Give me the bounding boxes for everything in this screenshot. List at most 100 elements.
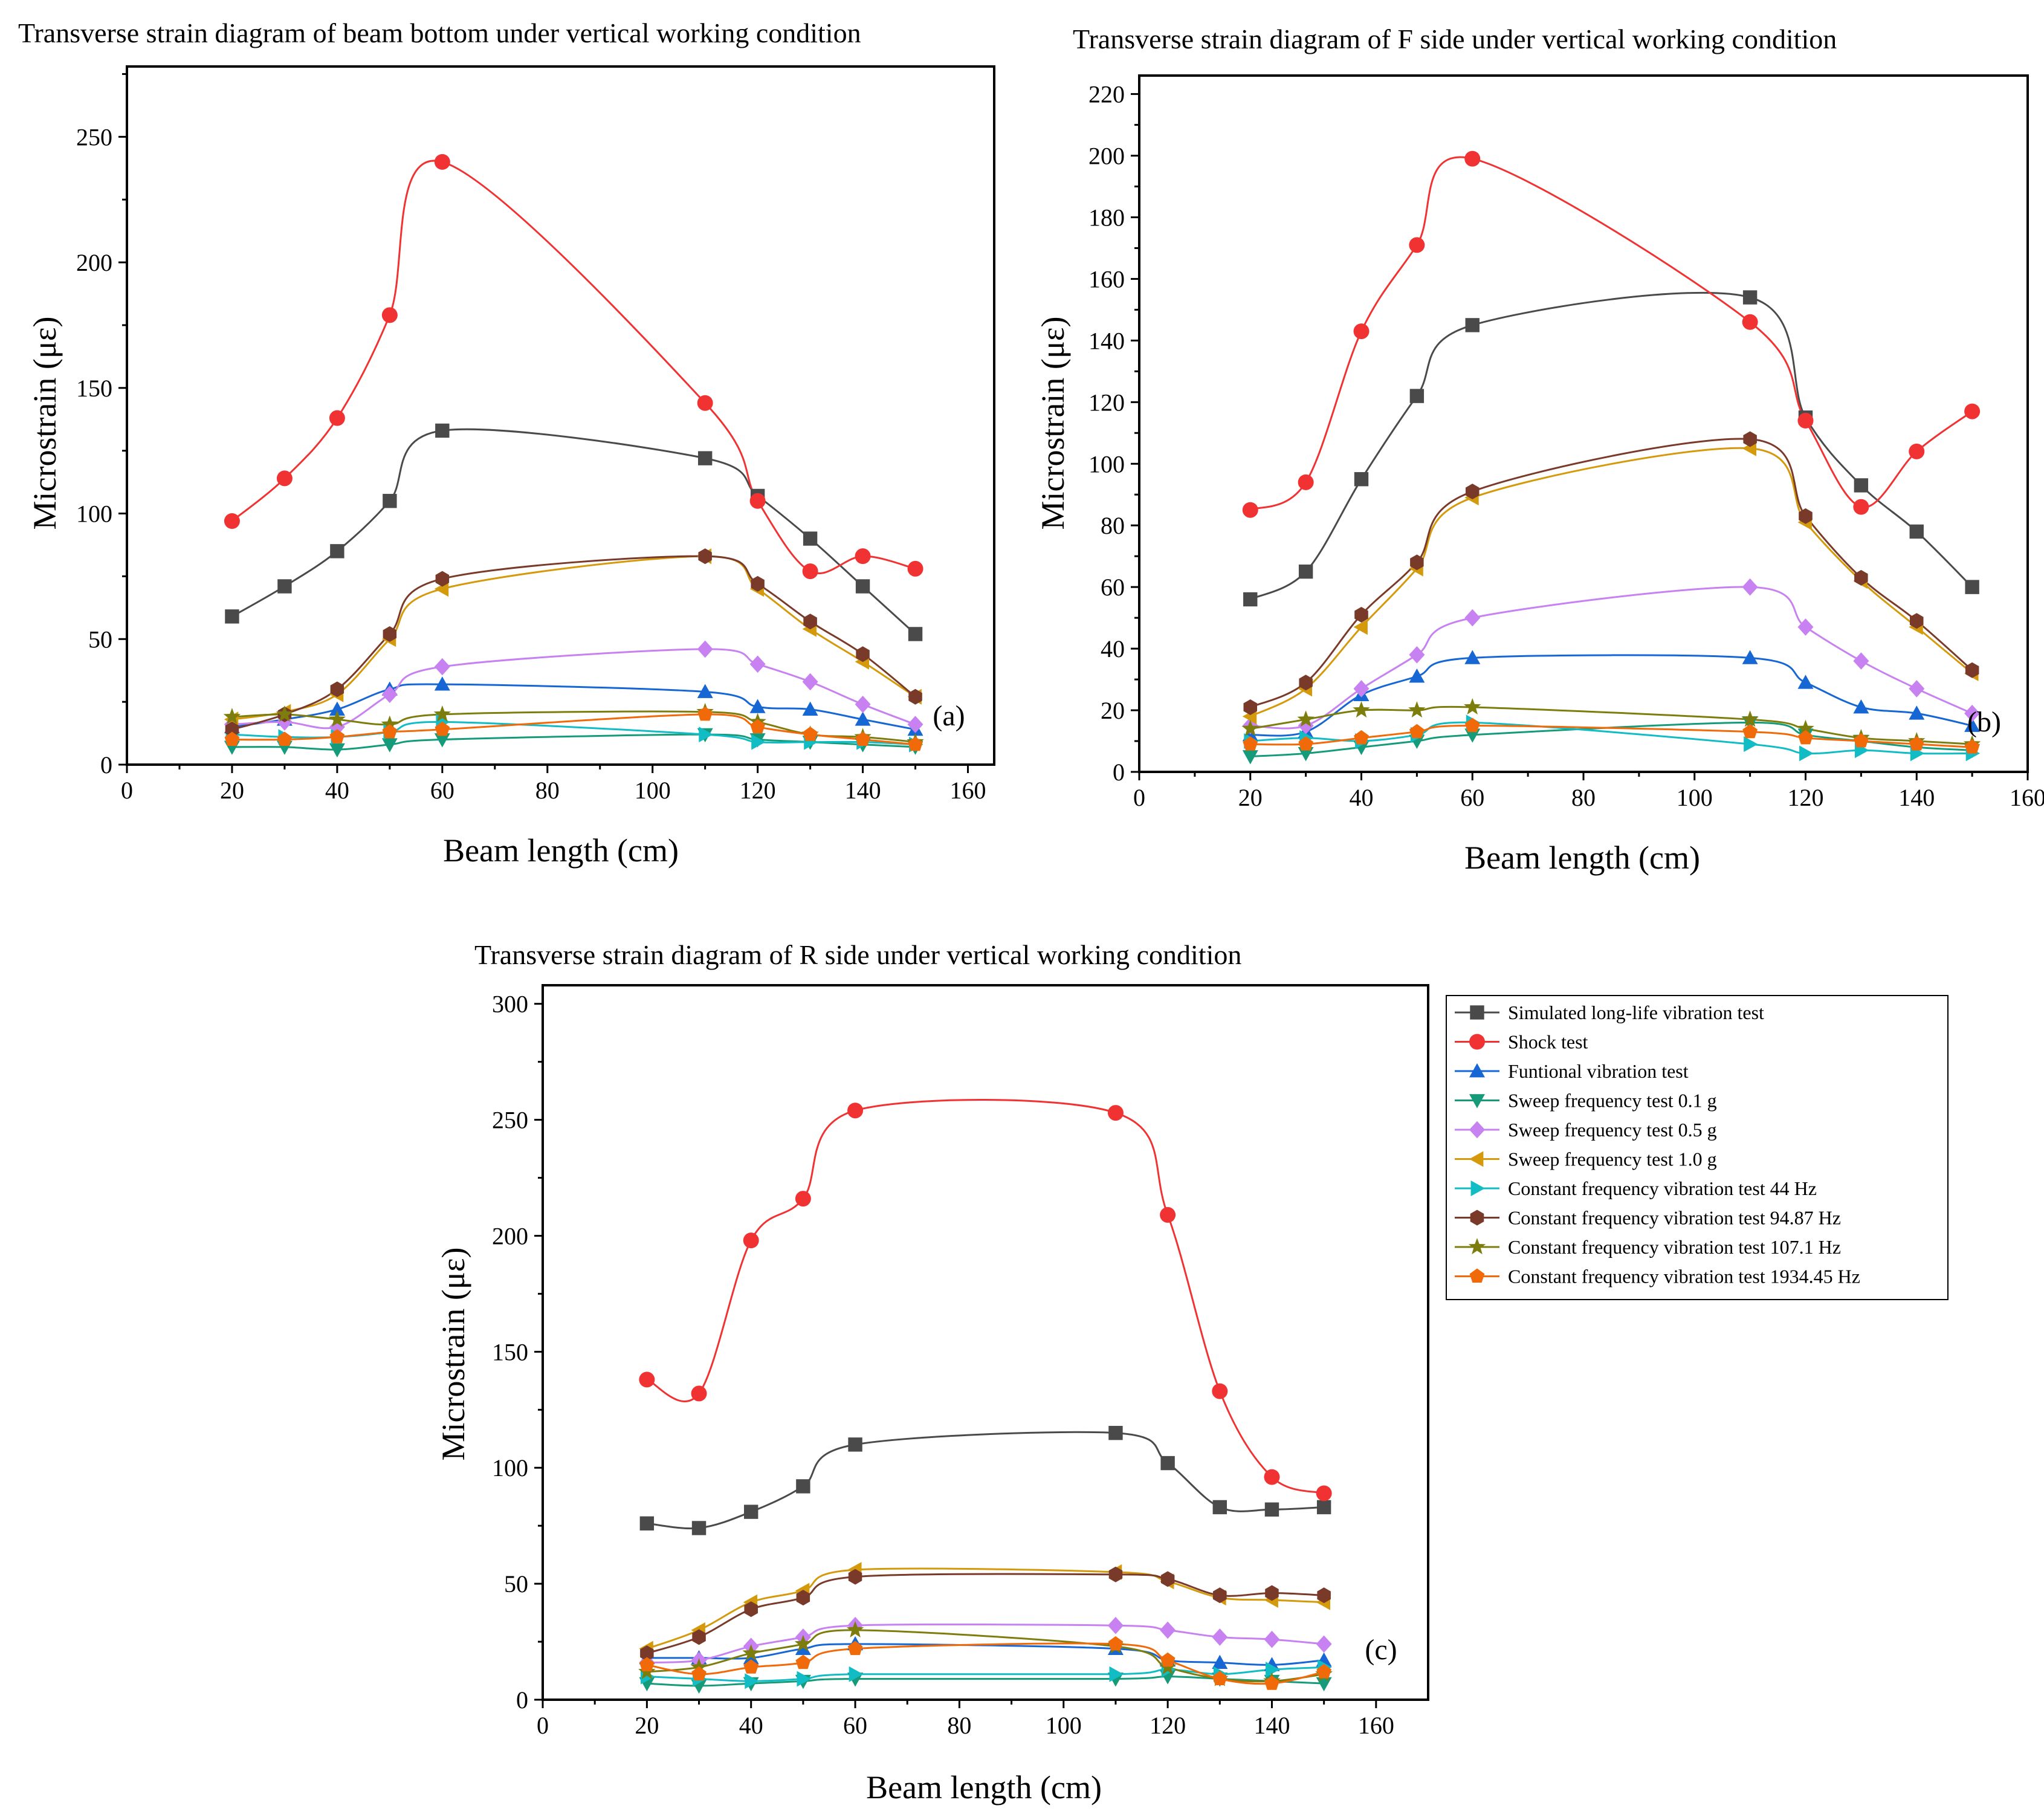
data-point-constant-frequency-vibration-test-94-87-hz-a [225,721,239,737]
x-tick-label-b: 120 [1788,784,1824,811]
data-point-shock-test-c [743,1232,759,1249]
legend-marker-funtional-vibration-test [1469,1063,1485,1078]
y-tick-label-c: 200 [492,1222,528,1249]
data-point-shock-test-c [1264,1469,1280,1485]
data-point-shock-test-c [795,1191,811,1207]
data-point-constant-frequency-vibration-test-94-87-hz-b [1854,569,1868,586]
legend-entry-shock-test: Shock test [1508,1031,1588,1053]
data-point-simulated-long-life-vibration-test-c [744,1504,758,1519]
x-tick-label-c: 80 [947,1712,971,1739]
data-point-simulated-long-life-vibration-test-a [803,531,818,546]
data-point-simulated-long-life-vibration-test-c [848,1437,862,1452]
data-point-constant-frequency-vibration-test-94-87-hz-c [1108,1566,1123,1582]
x-tick-label-b: 100 [1677,784,1713,811]
series-line-constant-frequency-vibration-test-1934-45-hz-a [231,713,916,746]
panel-label-b: (b) [1967,706,2001,738]
data-point-constant-frequency-vibration-test-94-87-hz-b [1799,508,1813,524]
data-point-funtional-vibration-test-b [1909,705,1925,720]
legend-entry-sweep-frequency-test-1-0-g: Sweep frequency test 1.0 g [1508,1148,1717,1170]
x-tick-label-c: 100 [1046,1712,1082,1739]
data-point-sweep-frequency-test-0-1-g-a [381,738,398,753]
y-tick-label-b: 20 [1101,697,1125,724]
series-line-constant-frequency-vibration-test-94-87-hz-c [646,1573,1324,1654]
data-point-constant-frequency-vibration-test-107-1-hz-b [1464,698,1481,715]
data-point-constant-frequency-vibration-test-1934-45-hz-a [224,731,240,746]
data-point-constant-frequency-vibration-test-94-87-hz-a [330,681,344,698]
plot-area-c: 0 20 40 60 80 100 120 140 160 0 50 100 150 200 250 300 [492,984,1429,1739]
data-point-shock-test-a [276,470,293,487]
data-point-constant-frequency-vibration-test-1934-45-hz-a [803,727,818,741]
series-line-sweep-frequency-test-1-0-g-a [231,555,916,721]
x-tick-label-b: 40 [1350,784,1374,811]
plot-area-b: 0 20 40 60 80 100 120 140 160 0 20 40 60 80 100 120 140 1… [1088,74,2044,811]
y-tick-label-a: 200 [76,249,112,276]
y-tick-label-b: 120 [1088,389,1125,416]
series-line-sweep-frequency-test-1-0-g-b [1250,447,1973,717]
data-point-funtional-vibration-test-b [1742,650,1758,664]
x-tick-label-b: 0 [1133,784,1145,811]
data-point-constant-frequency-vibration-test-94-87-hz-b [1965,662,1979,678]
y-tick-label-b: 60 [1101,574,1125,601]
y-tick-label-a: 50 [88,626,112,653]
data-point-funtional-vibration-test-c [1212,1654,1228,1669]
y-axis-label-b: Microstrain (με) [1035,316,1071,529]
data-point-shock-test-c [1212,1383,1228,1399]
y-tick-label-b: 200 [1088,143,1125,170]
y-tick-label-c: 0 [516,1686,528,1714]
data-point-constant-frequency-vibration-test-107-1-hz-b [1241,719,1259,736]
data-point-constant-frequency-vibration-test-1934-45-hz-b [1909,736,1924,751]
data-point-constant-frequency-vibration-test-1934-45-hz-b [1742,724,1758,739]
legend: Simulated long-life vibration test Shock … [1446,995,1949,1300]
data-point-shock-test-a [434,154,450,170]
y-tick-label-c: 250 [492,1107,528,1134]
data-point-sweep-frequency-test-0-5-g-b [1797,618,1814,636]
data-point-constant-frequency-vibration-test-107-1-hz-b [1297,710,1315,727]
legend-marker-sweep-frequency-test-0-5-g [1469,1121,1485,1139]
panel-label-c: (c) [1365,1634,1397,1666]
series-line-constant-frequency-vibration-test-107-1-hz-c [647,1629,1324,1683]
x-tick-label-c: 60 [843,1712,867,1739]
data-point-sweep-frequency-test-0-1-g-b [1464,728,1481,743]
data-point-constant-frequency-vibration-test-44-hz-c [745,1673,759,1689]
data-point-sweep-frequency-test-0-5-g-a [434,658,450,676]
data-point-shock-test-c [1160,1206,1176,1223]
panel-label-a: (a) [933,700,965,732]
y-tick-label-c: 100 [492,1454,528,1482]
data-point-simulated-long-life-vibration-test-c [691,1521,707,1535]
chart-panel-b: Transverse strain diagram of F side unde… [1035,24,2044,876]
data-point-constant-frequency-vibration-test-94-87-hz-b [1354,607,1368,623]
series-line-sweep-frequency-test-0-5-g-c [647,1623,1324,1664]
data-point-shock-test-b [1909,443,1925,459]
data-point-funtional-vibration-test-c [795,1640,811,1655]
data-point-simulated-long-life-vibration-test-c [1108,1425,1123,1440]
data-point-shock-test-b [1353,323,1370,340]
data-point-constant-frequency-vibration-test-94-87-hz-c [1213,1587,1227,1604]
data-point-constant-frequency-vibration-test-94-87-hz-a [803,614,817,630]
data-point-shock-test-c [1316,1485,1332,1501]
series-line-constant-frequency-vibration-test-44-hz-c [647,1666,1324,1682]
data-point-funtional-vibration-test-a [329,701,345,716]
data-point-constant-frequency-vibration-test-107-1-hz-a [433,705,451,722]
x-tick-label-c: 120 [1150,1712,1186,1739]
data-point-funtional-vibration-test-a [749,699,766,713]
data-point-sweep-frequency-test-0-1-g-c [1316,1677,1332,1692]
data-point-shock-test-b [1464,151,1481,167]
data-point-constant-frequency-vibration-test-1934-45-hz-a [435,721,450,736]
series-line-constant-frequency-vibration-test-1934-45-hz-c [647,1642,1324,1685]
y-tick-label-c: 50 [504,1570,528,1598]
data-point-simulated-long-life-vibration-test-a [277,579,292,594]
data-point-constant-frequency-vibration-test-107-1-hz-b [1353,701,1370,718]
data-point-constant-frequency-vibration-test-1934-45-hz-b [1798,730,1813,745]
legend-entry-constant-frequency-vibration-test-1934-45-hz: Constant frequency vibration test 1934.4… [1508,1266,1860,1287]
plot-frame-a [126,65,995,766]
data-point-sweep-frequency-test-0-5-g-a [802,673,818,691]
data-point-simulated-long-life-vibration-test-c [796,1479,810,1494]
data-point-constant-frequency-vibration-test-1934-45-hz-b [1354,730,1369,745]
data-point-simulated-long-life-vibration-test-a [435,423,450,438]
data-point-constant-frequency-vibration-test-94-87-hz-b [1466,484,1480,500]
data-point-sweep-frequency-test-0-5-g-a [855,696,871,713]
chart-title-a: Transverse strain diagram of beam bottom… [18,18,861,48]
data-point-sweep-frequency-test-0-5-g-a [907,716,923,733]
y-tick-label-b: 140 [1088,327,1125,354]
y-tick-label-a: 150 [76,375,112,402]
